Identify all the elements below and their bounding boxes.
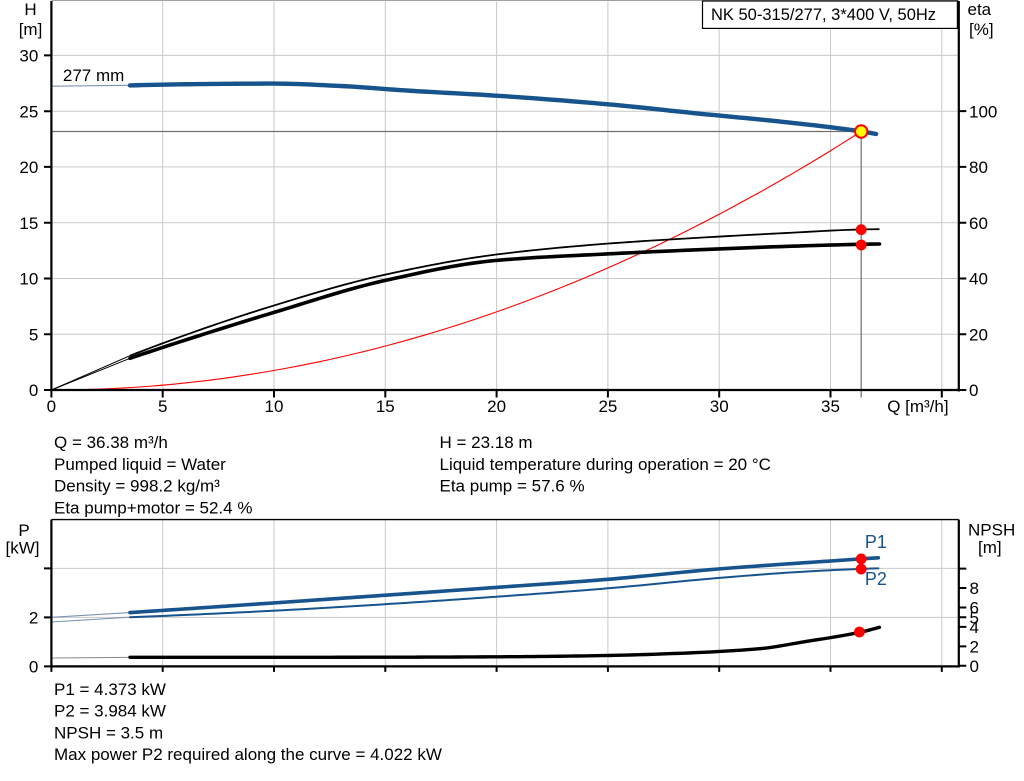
svg-text:100: 100	[969, 102, 997, 121]
svg-text:25: 25	[19, 102, 38, 121]
svg-text:NK 50-315/277, 3*400 V, 50Hz: NK 50-315/277, 3*400 V, 50Hz	[711, 6, 936, 24]
svg-text:5: 5	[29, 325, 38, 344]
svg-text:P2: P2	[865, 569, 887, 589]
svg-text:Pumped liquid = Water: Pumped liquid = Water	[54, 455, 226, 474]
svg-text:P: P	[18, 521, 29, 540]
svg-text:2: 2	[29, 609, 38, 628]
svg-text:[kW]: [kW]	[6, 538, 40, 557]
svg-text:0: 0	[970, 657, 979, 676]
svg-text:Q [m³/h]: Q [m³/h]	[887, 397, 948, 416]
svg-text:60: 60	[969, 214, 988, 233]
svg-text:eta: eta	[968, 0, 992, 19]
svg-text:NPSH = 3.5 m: NPSH = 3.5 m	[54, 723, 163, 742]
svg-text:NPSH: NPSH	[968, 521, 1015, 540]
svg-text:40: 40	[969, 270, 988, 289]
svg-text:0: 0	[47, 397, 56, 416]
svg-text:15: 15	[19, 214, 38, 233]
svg-text:0: 0	[29, 381, 38, 400]
svg-text:20: 20	[19, 158, 38, 177]
svg-text:277 mm: 277 mm	[63, 66, 124, 85]
svg-text:P2 = 3.984 kW: P2 = 3.984 kW	[54, 702, 166, 721]
svg-text:15: 15	[376, 397, 395, 416]
svg-text:Eta pump = 57.6 %: Eta pump = 57.6 %	[440, 477, 585, 496]
svg-text:P1 = 4.373 kW: P1 = 4.373 kW	[54, 680, 166, 699]
svg-text:P1: P1	[865, 532, 887, 552]
svg-text:Eta pump+motor = 52.4 %: Eta pump+motor = 52.4 %	[54, 498, 252, 517]
svg-text:Liquid temperature during oper: Liquid temperature during operation = 20…	[440, 455, 771, 474]
svg-text:20: 20	[487, 397, 506, 416]
svg-text:0: 0	[969, 381, 978, 400]
svg-text:2: 2	[970, 638, 979, 657]
svg-text:8: 8	[970, 579, 979, 598]
svg-text:20: 20	[969, 325, 988, 344]
svg-text:[%]: [%]	[969, 20, 994, 39]
svg-text:H: H	[24, 0, 36, 19]
svg-text:10: 10	[19, 270, 38, 289]
svg-text:80: 80	[969, 158, 988, 177]
svg-text:6: 6	[970, 599, 979, 618]
svg-text:Q = 36.38 m³/h: Q = 36.38 m³/h	[54, 433, 168, 452]
svg-text:5: 5	[970, 608, 979, 627]
svg-text:[m]: [m]	[19, 20, 43, 39]
svg-text:Density = 998.2 kg/m³: Density = 998.2 kg/m³	[54, 477, 220, 496]
svg-text:30: 30	[19, 47, 38, 66]
svg-text:10: 10	[265, 397, 284, 416]
svg-text:5: 5	[158, 397, 167, 416]
svg-text:35: 35	[821, 397, 840, 416]
svg-text:25: 25	[598, 397, 617, 416]
svg-text:[m]: [m]	[978, 538, 1002, 557]
svg-text:30: 30	[710, 397, 729, 416]
svg-text:0: 0	[29, 658, 38, 677]
svg-text:Max power P2 required along th: Max power P2 required along the curve = …	[54, 745, 442, 764]
svg-text:H = 23.18 m: H = 23.18 m	[440, 433, 533, 452]
svg-text:4: 4	[970, 618, 979, 637]
